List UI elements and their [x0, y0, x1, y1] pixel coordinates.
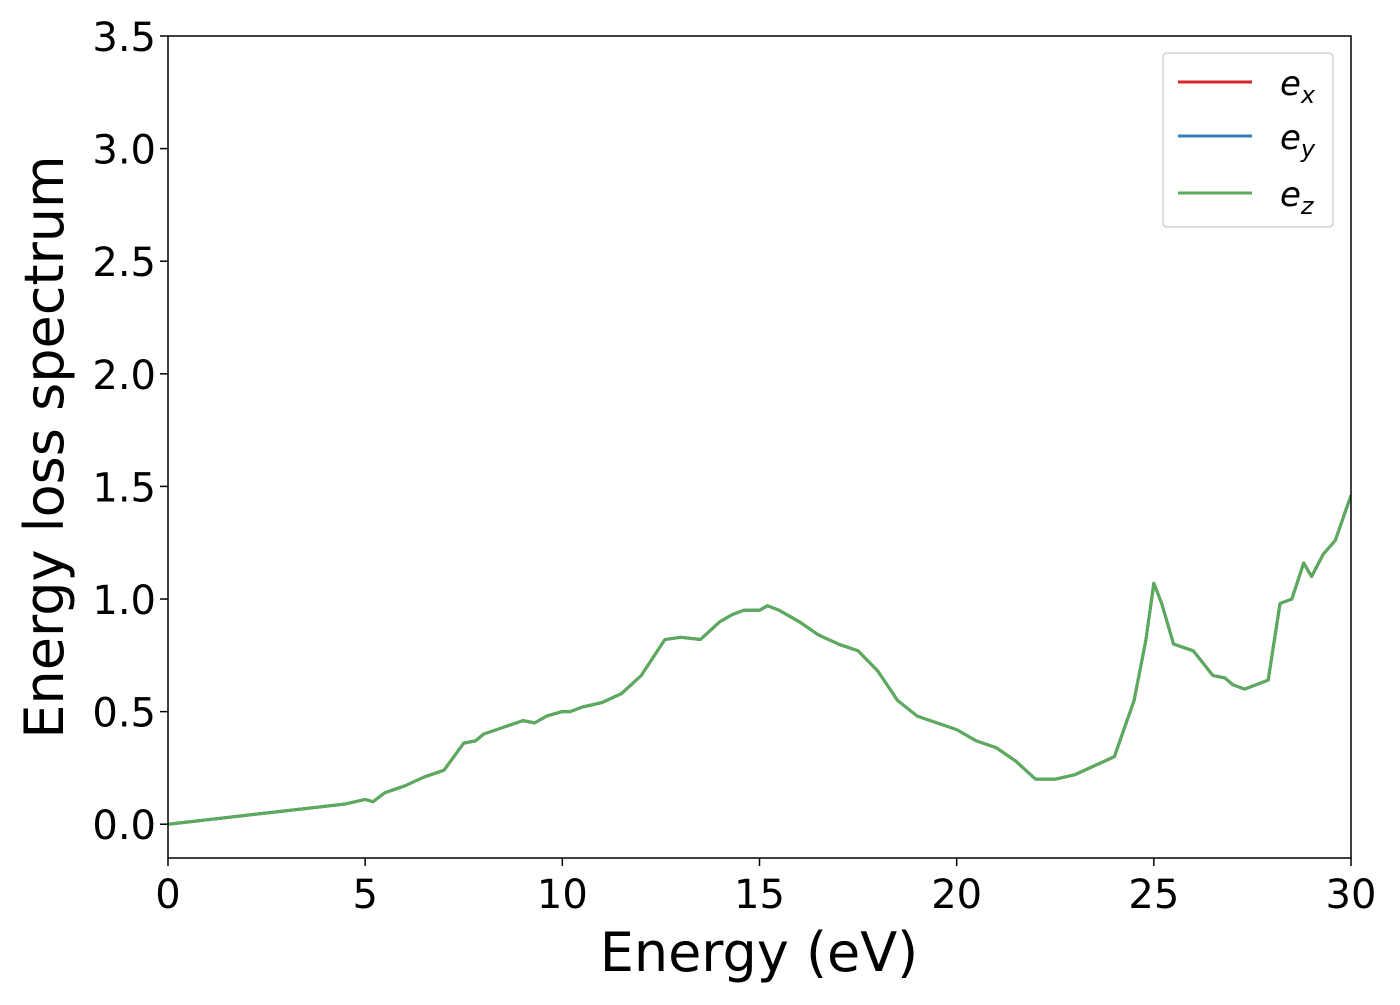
- legend-label-main: e: [1280, 175, 1301, 215]
- x-axis: 0 5 10 15 20 25 30: [155, 858, 1376, 918]
- y-tick-label: 1.5: [92, 465, 156, 511]
- series-line-e-x: [168, 494, 1351, 826]
- x-tick-label: 30: [1326, 872, 1377, 918]
- x-tick-label: 5: [352, 872, 377, 918]
- legend-label: ey: [1280, 118, 1316, 163]
- y-tick-label: 3.5: [92, 15, 156, 61]
- y-tick-label: 1.0: [92, 578, 156, 624]
- y-tick-label: 0.0: [92, 803, 156, 849]
- legend-label-subscript: y: [1300, 135, 1316, 163]
- legend-label: ex: [1280, 64, 1316, 109]
- x-tick-label: 0: [155, 872, 180, 918]
- series-line-e-z: [168, 494, 1351, 826]
- y-axis: 0.0 0.5 1.0 1.5 2.0 2.5 3.0 3.5: [92, 15, 168, 849]
- legend-label-main: e: [1280, 64, 1301, 104]
- y-tick-label: 3.0: [92, 128, 156, 174]
- legend-label-subscript: x: [1300, 81, 1316, 109]
- series-layer: [168, 494, 1351, 826]
- x-tick-label: 20: [931, 872, 982, 918]
- legend-label-subscript: z: [1300, 192, 1315, 220]
- x-tick-label: 15: [734, 872, 785, 918]
- y-axis-label: Energy loss spectrum: [13, 155, 76, 738]
- legend-label: ez: [1280, 175, 1315, 220]
- y-tick-label: 2.0: [92, 353, 156, 399]
- y-tick-label: 0.5: [92, 691, 156, 737]
- series-line-e-y: [168, 494, 1351, 826]
- x-tick-label: 10: [537, 872, 588, 918]
- x-axis-label: Energy (eV): [600, 921, 919, 984]
- y-tick-label: 2.5: [92, 240, 156, 286]
- legend-box: [1162, 52, 1334, 228]
- x-tick-label: 25: [1128, 872, 1179, 918]
- legend-label-main: e: [1280, 118, 1301, 158]
